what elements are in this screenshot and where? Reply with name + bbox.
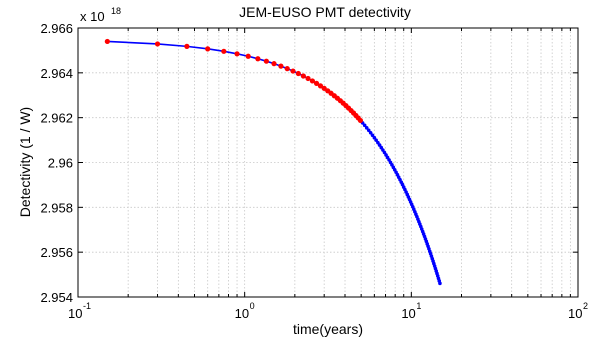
y-multiplier: x 10 18 — [80, 6, 121, 24]
x-tick-exp: 1 — [416, 301, 421, 311]
y-tick-label: 2.954 — [40, 290, 73, 305]
series-point-red — [104, 38, 110, 45]
x-tick-base: 10 — [401, 306, 415, 321]
y-tick-label: 2.962 — [40, 111, 73, 126]
series-point-blue — [372, 135, 377, 140]
series-point-red — [357, 117, 364, 124]
series-red — [104, 38, 364, 124]
series-point-blue — [438, 281, 442, 286]
series-point-blue — [362, 123, 367, 128]
series-point-blue — [366, 128, 371, 133]
series-point-red — [234, 51, 240, 57]
x-tick-label: 10 -1 — [68, 301, 91, 321]
series-point-red — [154, 41, 161, 47]
series-point-red — [290, 68, 296, 74]
series-point-red — [300, 73, 306, 79]
series-point-blue — [368, 130, 373, 135]
x-tick-base: 10 — [568, 306, 582, 321]
series-point-red — [255, 56, 261, 62]
y-tick-label: 2.964 — [40, 66, 73, 81]
grid — [78, 28, 578, 297]
y-tick-label: 2.956 — [40, 245, 73, 260]
series-point-red — [278, 63, 284, 69]
series-point-red — [284, 66, 290, 72]
y-axis-label: Detectivity (1 / W) — [17, 107, 33, 217]
x-tick-label: 10 0 — [235, 301, 255, 321]
y-multiplier-label: x 10 — [80, 9, 105, 24]
series-point-red — [205, 46, 211, 52]
series-point-red — [184, 43, 190, 49]
x-tick-base: 10 — [68, 306, 82, 321]
series-point-red — [221, 48, 227, 54]
x-axis-ticks: 10 -1 10 0 10 1 10 2 — [68, 28, 588, 321]
series-point-red — [309, 78, 316, 84]
x-tick-base: 10 — [235, 306, 249, 321]
series-point-red — [245, 53, 251, 59]
series-point-red — [313, 80, 320, 87]
series-point-red — [317, 83, 324, 89]
series-point-red — [295, 70, 301, 77]
y-tick-label: 2.958 — [40, 200, 73, 215]
y-tick-label: 2.96 — [48, 156, 73, 171]
series-point-blue — [370, 133, 375, 138]
y-tick-label: 2.966 — [40, 21, 73, 36]
series-point-blue — [364, 126, 369, 130]
x-tick-label: 10 2 — [568, 301, 588, 321]
series-point-red — [305, 75, 311, 82]
x-tick-exp: 0 — [250, 301, 255, 311]
x-tick-exp: -1 — [83, 301, 91, 311]
y-multiplier-exponent: 18 — [111, 6, 121, 16]
x-axis-label: time(years) — [293, 321, 363, 337]
y-axis-ticks: 2.954 2.956 2.958 2.96 2.962 2.964 2.966 — [40, 21, 578, 305]
chart-title: JEM-EUSO PMT detectivity — [239, 4, 411, 20]
x-tick-exp: 2 — [583, 301, 588, 311]
series-point-red — [263, 58, 269, 64]
series-point-red — [271, 61, 277, 67]
x-tick-label: 10 1 — [401, 301, 421, 321]
